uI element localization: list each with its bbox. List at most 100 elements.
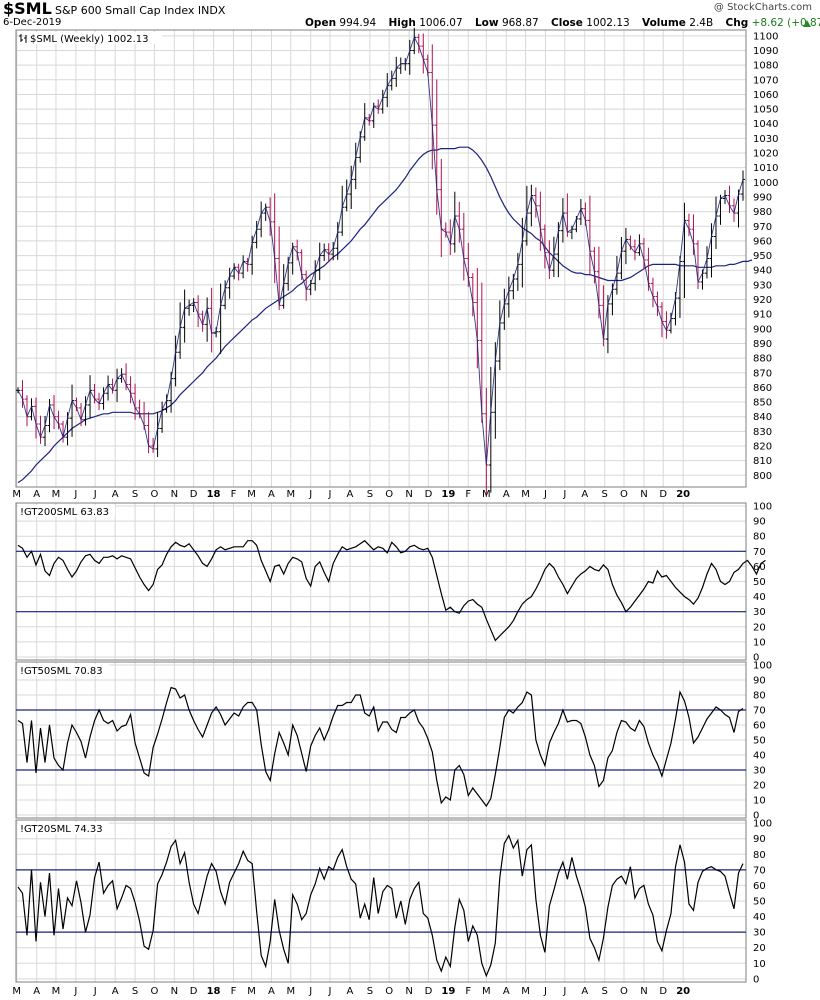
price-bar [506, 276, 511, 318]
x-tick-label: 19 [441, 489, 455, 500]
y-tick-label: 40 [753, 592, 766, 603]
panel-border [15, 661, 747, 819]
y-tick-label: 1010 [753, 163, 778, 174]
price-bar [205, 297, 210, 342]
x-tick-label: N [640, 986, 647, 997]
y-tick-label: 20 [753, 622, 766, 633]
x-tick-label: 19 [441, 986, 455, 997]
price-bar [439, 158, 444, 258]
price-bar [569, 225, 574, 240]
price-bar [209, 287, 214, 353]
y-tick-label: 30 [753, 928, 766, 939]
y-tick-label: 1090 [753, 46, 778, 57]
price-bar [182, 289, 187, 343]
x-tick-label: F [465, 986, 471, 997]
x-tick-label: D [425, 489, 433, 500]
x-tick-label: A [503, 489, 510, 500]
y-tick-label: 50 [753, 897, 766, 908]
x-tick-label: N [171, 489, 178, 500]
ticker-symbol: $SML [3, 0, 52, 18]
x-tick-label: M [482, 986, 491, 997]
y-tick-label: 920 [753, 295, 772, 306]
y-tick-label: 820 [753, 441, 772, 452]
y-tick-label: 0 [753, 811, 759, 822]
y-tick-label: 1100 [753, 31, 778, 42]
y-tick-label: 90 [753, 517, 766, 528]
close-label: Close [551, 17, 583, 29]
y-tick-label: 50 [753, 736, 766, 747]
x-tick-label: A [33, 986, 40, 997]
y-tick-label: 860 [753, 383, 772, 394]
x-tick-label: O [385, 986, 393, 997]
x-tick-label: 18 [207, 489, 221, 500]
indicator-line [17, 686, 744, 808]
panel-legend: $SML (Weekly) 1002.13 [30, 34, 149, 45]
panel-border [15, 819, 747, 983]
price-bar [628, 235, 633, 251]
x-tick-label: A [347, 986, 354, 997]
price-bar [187, 299, 192, 316]
x-tick-label: S [367, 986, 373, 997]
y-tick-label: 940 [753, 266, 772, 277]
x-tick-label: D [659, 986, 667, 997]
panel-legend: !GT20SML 74.33 [20, 824, 103, 835]
x-tick-label: S [602, 986, 608, 997]
y-tick-label: 10 [753, 637, 766, 648]
x-tick-label: D [425, 986, 433, 997]
ohlc-summary: Open 994.94 High 1006.07 Low 968.87 Clos… [305, 17, 820, 29]
x-tick-label: 20 [676, 489, 690, 500]
y-tick-label: 40 [753, 751, 766, 762]
x-tick-label: J [73, 489, 77, 500]
price-bar [664, 311, 669, 339]
x-tick-label: N [405, 489, 412, 500]
y-tick-label: 990 [753, 192, 772, 203]
x-tick-label: M [12, 986, 21, 997]
price-bar [547, 240, 552, 279]
x-tick-label: M [286, 489, 295, 500]
x-tick-label: D [190, 489, 198, 500]
y-tick-label: 970 [753, 222, 772, 233]
panel-border [15, 29, 747, 488]
y-tick-label: 80 [753, 532, 766, 543]
y-tick-label: 30 [753, 766, 766, 777]
y-tick-label: 880 [753, 354, 772, 365]
x-tick-label: F [231, 986, 237, 997]
x-tick-label: O [150, 489, 158, 500]
x-tick-label: J [328, 489, 332, 500]
panel-border [15, 502, 747, 661]
x-tick-label: O [620, 986, 628, 997]
y-tick-label: 950 [753, 251, 772, 262]
x-tick-label: M [247, 489, 256, 500]
x-tick-label: N [405, 986, 412, 997]
price-bar [421, 33, 426, 74]
y-tick-label: 830 [753, 427, 772, 438]
x-tick-label: A [347, 489, 354, 500]
y-tick-label: 910 [753, 310, 772, 321]
stockcharts-credit[interactable]: @ StockCharts.com [713, 2, 812, 13]
y-tick-label: 870 [753, 368, 772, 379]
x-tick-label: A [112, 986, 119, 997]
price-bar [344, 179, 349, 212]
legend-background [18, 664, 109, 676]
y-tick-label: 90 [753, 834, 766, 845]
x-tick-label: J [543, 986, 547, 997]
price-bar [587, 195, 592, 276]
x-tick-label: D [190, 986, 198, 997]
price-bar [466, 242, 471, 287]
panel-legend: !GT200SML 63.83 [20, 507, 109, 518]
price-bar [529, 184, 534, 227]
y-tick-label: 20 [753, 943, 766, 954]
x-tick-label: S [132, 489, 138, 500]
x-tick-label: A [581, 986, 588, 997]
price-bar [340, 185, 345, 236]
x-tick-label: S [132, 986, 138, 997]
y-tick-label: 20 [753, 781, 766, 792]
exchange-label: INDX [197, 4, 226, 17]
price-bar [241, 255, 246, 279]
price-bar [741, 170, 745, 201]
price-bar [88, 375, 93, 419]
legend-background [18, 505, 115, 517]
y-tick-label: 100 [753, 819, 772, 830]
